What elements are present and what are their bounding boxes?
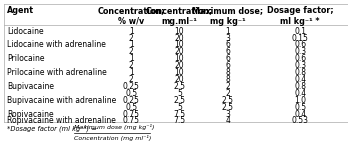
Text: 10: 10 [175, 68, 184, 77]
Text: 0.4: 0.4 [294, 75, 306, 84]
Text: 1: 1 [129, 40, 133, 49]
Text: 0.1: 0.1 [294, 27, 306, 36]
Text: 0.75: 0.75 [122, 110, 140, 119]
Text: 2: 2 [225, 82, 230, 91]
Text: Dosage factor;
ml kg⁻¹ *: Dosage factor; ml kg⁻¹ * [267, 6, 333, 26]
Text: 0.5: 0.5 [125, 103, 137, 112]
Text: 7.5: 7.5 [174, 110, 186, 119]
Text: 2.5: 2.5 [174, 82, 186, 91]
Text: Lidocaine with adrenaline: Lidocaine with adrenaline [7, 40, 106, 49]
Text: Concentration (mg ml⁻¹): Concentration (mg ml⁻¹) [74, 135, 152, 141]
Text: 2.5: 2.5 [222, 96, 234, 105]
Text: 0.5: 0.5 [294, 103, 306, 112]
Text: 4: 4 [225, 116, 230, 125]
Text: 0.25: 0.25 [123, 96, 140, 105]
Text: 10: 10 [175, 40, 184, 49]
Text: 6: 6 [225, 40, 230, 49]
Text: 0.15: 0.15 [292, 34, 309, 43]
Text: 0.3: 0.3 [294, 47, 306, 56]
Text: 0.25: 0.25 [123, 82, 140, 91]
Text: 7.5: 7.5 [174, 116, 186, 125]
Text: 0.3: 0.3 [294, 61, 306, 70]
Text: 1: 1 [129, 27, 133, 36]
Text: Lidocaine: Lidocaine [7, 27, 44, 36]
Text: 0.8: 0.8 [294, 68, 306, 77]
Text: Maximum dose;
mg kg⁻¹: Maximum dose; mg kg⁻¹ [192, 6, 263, 26]
Text: 0.4: 0.4 [294, 110, 306, 119]
Text: 20: 20 [175, 47, 184, 56]
Text: 1: 1 [129, 68, 133, 77]
Text: 2: 2 [225, 89, 230, 98]
Text: 1: 1 [129, 54, 133, 63]
Text: Bupivacaine with adrenaline: Bupivacaine with adrenaline [7, 96, 116, 105]
Text: 0.8: 0.8 [294, 82, 306, 91]
Text: 2: 2 [129, 61, 133, 70]
Text: Ropivacaine with adrenaline: Ropivacaine with adrenaline [7, 116, 116, 125]
Text: 20: 20 [175, 75, 184, 84]
Text: 6: 6 [225, 54, 230, 63]
Text: 20: 20 [175, 61, 184, 70]
Text: 0.75: 0.75 [122, 116, 140, 125]
Text: *Dosage factor (ml kg⁻¹) =: *Dosage factor (ml kg⁻¹) = [7, 125, 99, 132]
Text: Maximum dose (mg kg⁻¹): Maximum dose (mg kg⁻¹) [74, 124, 155, 130]
Text: 2: 2 [129, 47, 133, 56]
Text: 8: 8 [225, 75, 230, 84]
Text: 5: 5 [177, 103, 182, 112]
Text: 2: 2 [129, 34, 133, 43]
Text: 0.6: 0.6 [294, 54, 306, 63]
Text: Agent: Agent [7, 6, 34, 15]
Text: 5: 5 [177, 89, 182, 98]
Text: 10: 10 [175, 27, 184, 36]
Text: 20: 20 [175, 34, 184, 43]
Text: 6: 6 [225, 47, 230, 56]
Text: 1: 1 [225, 27, 230, 36]
Text: Bupivacaine: Bupivacaine [7, 82, 54, 91]
Text: 3: 3 [225, 34, 230, 43]
Text: 0.5: 0.5 [125, 89, 137, 98]
Text: 10: 10 [175, 54, 184, 63]
Text: 2.5: 2.5 [174, 96, 186, 105]
Text: 3: 3 [225, 110, 230, 119]
Text: 0.6: 0.6 [294, 40, 306, 49]
Text: Prilocaine with adrenaline: Prilocaine with adrenaline [7, 68, 107, 77]
Text: Ropivacaine: Ropivacaine [7, 110, 54, 119]
Text: Prilocaine: Prilocaine [7, 54, 44, 63]
Text: Concentration;
% w/v: Concentration; % w/v [98, 6, 165, 26]
Text: Concentration;
mg.ml⁻¹: Concentration; mg.ml⁻¹ [146, 6, 213, 26]
Text: 1.0: 1.0 [294, 96, 306, 105]
Text: 8: 8 [225, 68, 230, 77]
Text: 6: 6 [225, 61, 230, 70]
Text: 0.53: 0.53 [292, 116, 309, 125]
Text: 2: 2 [129, 75, 133, 84]
Text: 2.5: 2.5 [222, 103, 234, 112]
Text: 0.4: 0.4 [294, 89, 306, 98]
